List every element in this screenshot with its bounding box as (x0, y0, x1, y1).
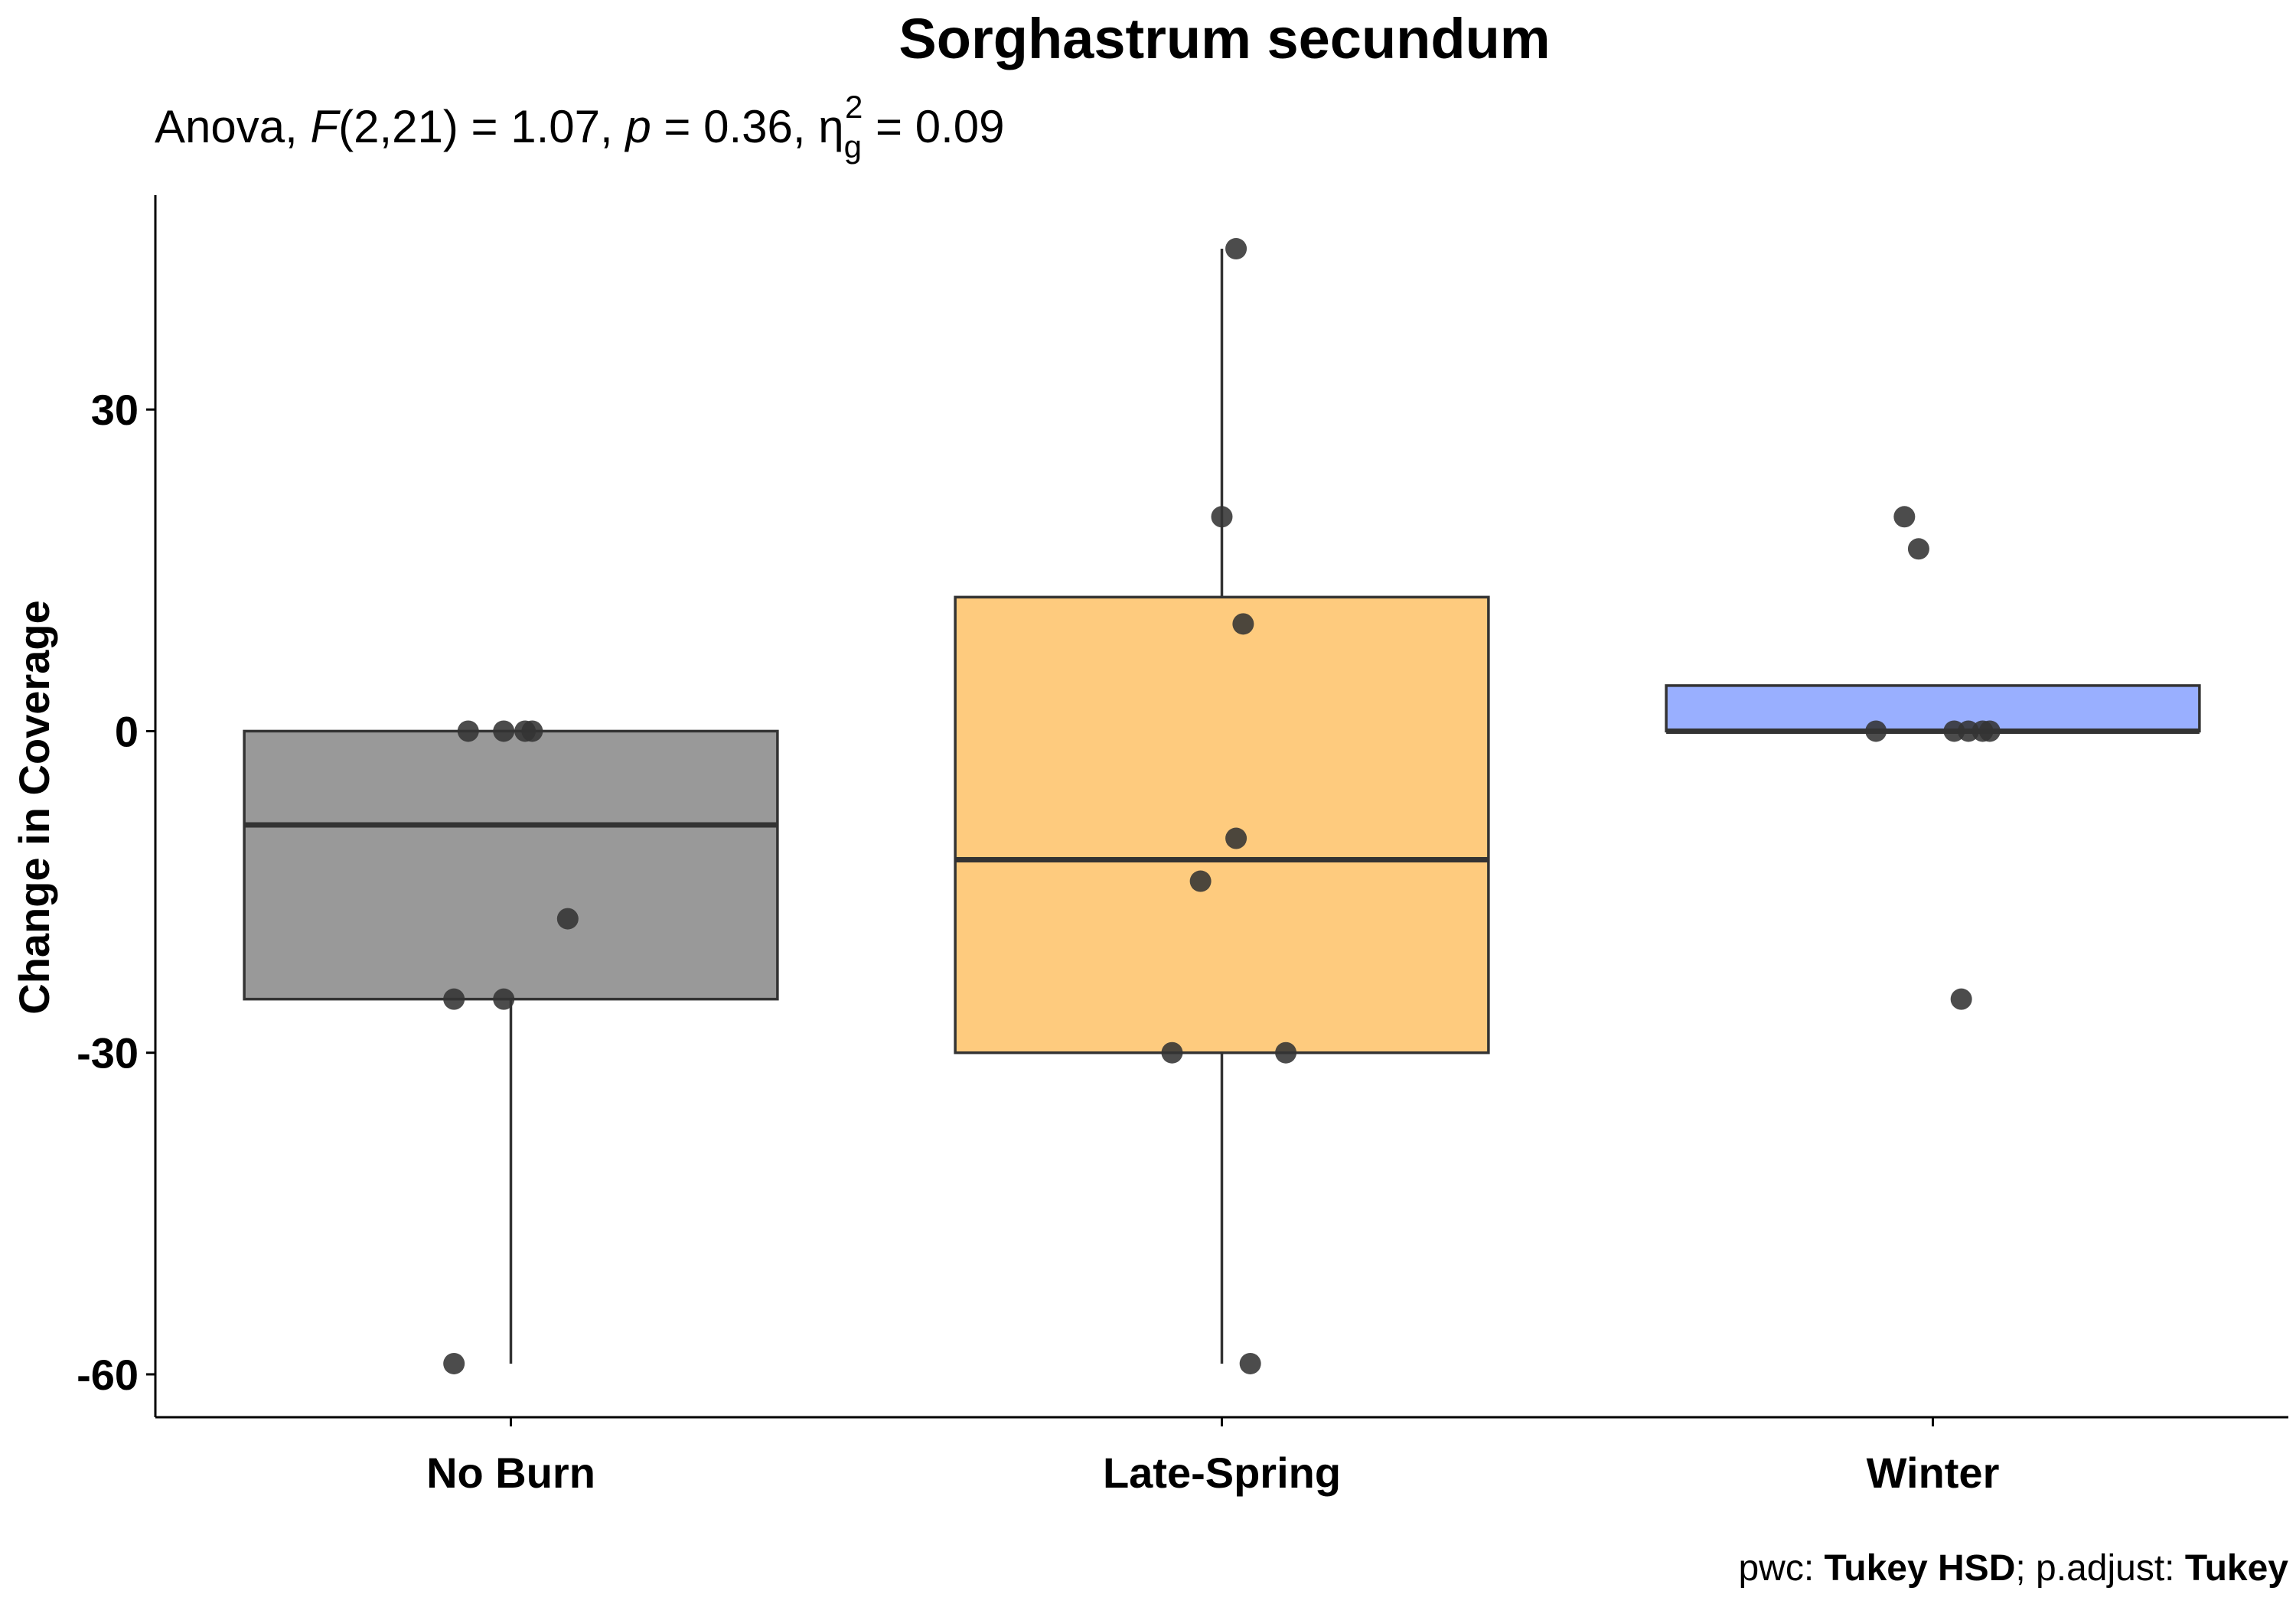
x-tick-label: No Burn (426, 1449, 595, 1497)
data-point (1275, 1041, 1297, 1064)
box-iqr (1665, 684, 2201, 733)
caption-pwc-label: pwc: (1738, 1548, 1824, 1589)
data-point (1232, 613, 1254, 635)
subtitle-eta-sup: 2 (845, 89, 863, 125)
data-point (443, 1352, 465, 1374)
data-point (1907, 538, 1929, 560)
caption-adjust-method: Tukey (2185, 1548, 2288, 1589)
subtitle-p-symbol: p (624, 101, 651, 152)
caption: pwc: Tukey HSD; p.adjust: Tukey (1738, 1548, 2288, 1589)
x-ticks: No Burn Late-Spring Winter (426, 1417, 1999, 1497)
y-tick-label: -60 (77, 1351, 139, 1399)
y-ticks: -60 -30 0 30 (77, 386, 155, 1399)
chart-title: Sorghastrum secundum (899, 7, 1550, 70)
y-axis-label: Change in Coverage (10, 600, 58, 1014)
subtitle-f-value: = 1.07, (458, 101, 626, 152)
subtitle-eta-value: = 0.09 (863, 101, 1004, 152)
data-point (493, 720, 515, 742)
data-point (1893, 506, 1916, 528)
data-point (443, 988, 465, 1010)
y-tick-label: 0 (115, 707, 139, 755)
y-tick-label: -30 (77, 1029, 139, 1077)
subtitle-eta-sub: g (844, 129, 862, 165)
data-point (1865, 720, 1887, 742)
box-late-spring (954, 249, 1490, 1364)
subtitle-f-symbol: F (310, 101, 341, 152)
data-point (1978, 720, 2001, 742)
data-point (1950, 988, 1972, 1010)
box-iqr (954, 595, 1490, 1054)
points-layer (443, 238, 2001, 1374)
boxes-layer (243, 249, 2201, 1364)
subtitle-eta-symbol: η (818, 101, 843, 152)
caption-adjust-label: ; p.adjust: (2015, 1548, 2184, 1589)
data-point (1189, 870, 1212, 892)
data-point (1225, 827, 1247, 849)
data-point (1225, 238, 1247, 260)
data-point (1211, 506, 1233, 528)
data-point (457, 720, 479, 742)
subtitle-p-value: = 0.36, (651, 101, 819, 152)
x-tick-label: Winter (1867, 1449, 2000, 1497)
box-no-burn (243, 729, 779, 1364)
data-point (556, 908, 579, 930)
box-winter (1665, 684, 2201, 734)
subtitle-f-df: (2,21) (338, 101, 458, 152)
subtitle-prefix: Anova, (155, 101, 310, 152)
box-iqr (243, 729, 779, 1001)
data-point (1239, 1352, 1261, 1374)
y-tick-label: 30 (91, 386, 139, 434)
data-point (1161, 1041, 1183, 1064)
data-point (521, 720, 543, 742)
caption-pwc-method: Tukey HSD (1825, 1548, 2016, 1589)
chart-subtitle: Anova, F(2,21) = 1.07, p = 0.36, ηg 2 = 0… (155, 89, 1005, 165)
data-point (493, 988, 515, 1010)
x-tick-label: Late-Spring (1103, 1449, 1341, 1497)
